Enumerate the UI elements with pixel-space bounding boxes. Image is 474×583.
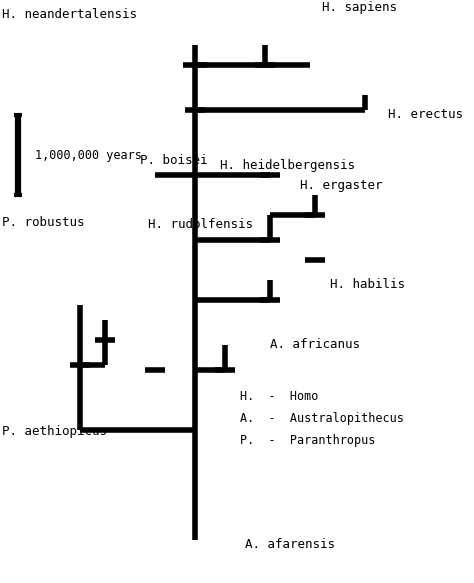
Text: H. neandertalensis: H. neandertalensis (2, 8, 137, 20)
Text: P. aethiopicus: P. aethiopicus (2, 426, 107, 438)
Text: H. ergaster: H. ergaster (300, 178, 383, 191)
Text: H. sapiens: H. sapiens (322, 2, 397, 15)
Text: A. afarensis: A. afarensis (245, 539, 335, 552)
Text: P.  -  Paranthropus: P. - Paranthropus (240, 434, 375, 447)
Text: H.  -  Homo: H. - Homo (240, 390, 319, 403)
Text: P. boisei: P. boisei (140, 153, 208, 167)
Text: 1,000,000 years: 1,000,000 years (35, 149, 142, 161)
Text: H. habilis: H. habilis (330, 279, 405, 292)
Text: A. africanus: A. africanus (270, 339, 360, 352)
Text: H. erectus: H. erectus (388, 108, 463, 121)
Text: H. rudolfensis: H. rudolfensis (148, 219, 253, 231)
Text: P. robustus: P. robustus (2, 216, 84, 230)
Text: H. heidelbergensis: H. heidelbergensis (220, 159, 355, 171)
Text: A.  -  Australopithecus: A. - Australopithecus (240, 412, 404, 425)
